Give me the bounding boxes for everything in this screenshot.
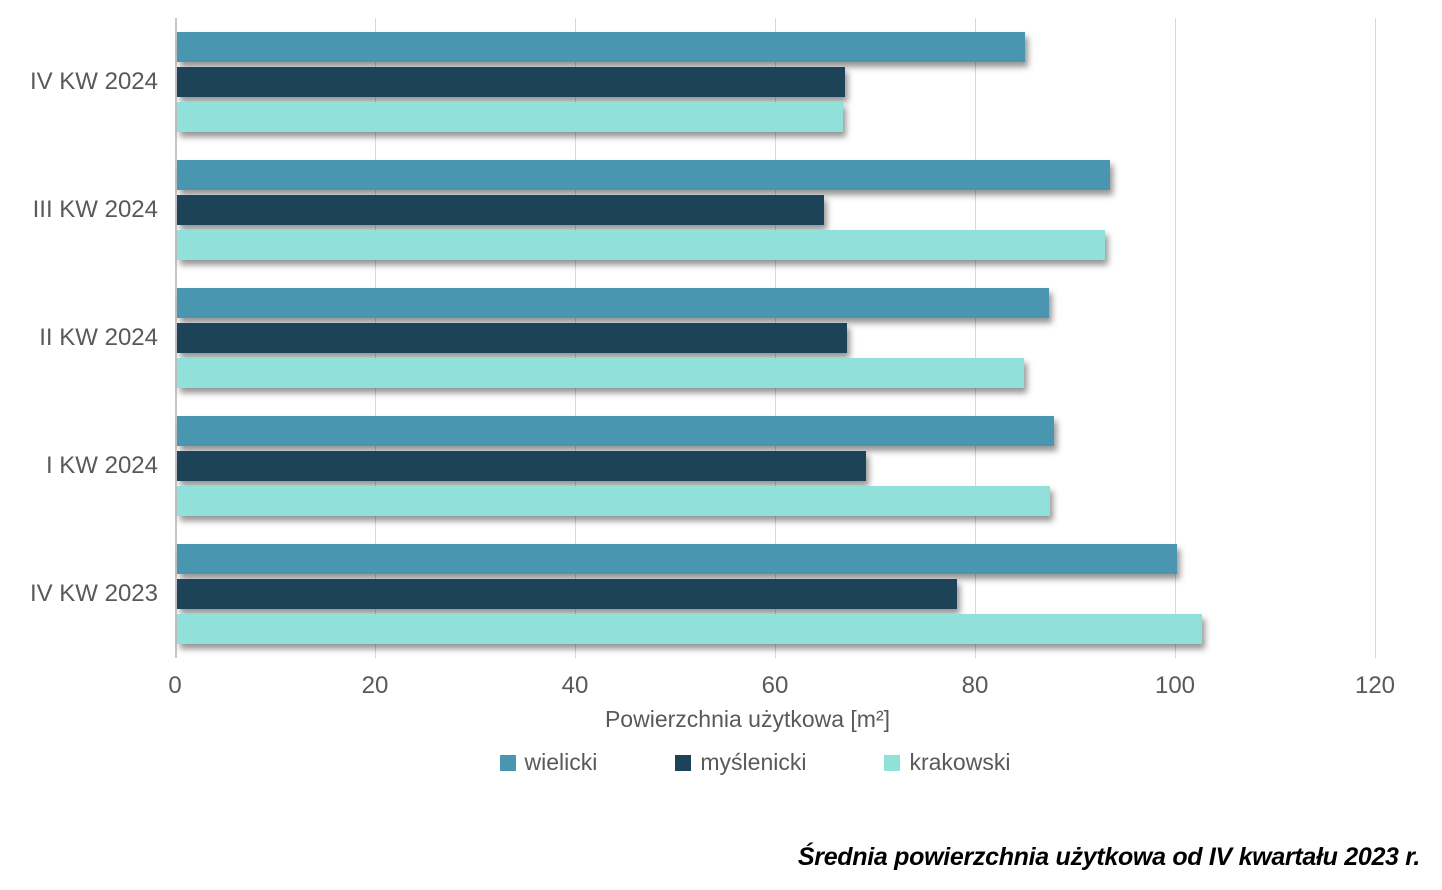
legend-item-wielicki: wielicki	[499, 749, 598, 775]
bar-myślenicki	[177, 67, 845, 97]
gridline	[1174, 18, 1176, 658]
x-tick-label: 0	[168, 672, 182, 699]
bar-wielicki	[177, 288, 1049, 318]
bar-krakowski	[177, 486, 1050, 516]
x-tick-label: 40	[561, 672, 589, 699]
bar-myślenicki	[177, 451, 866, 481]
category-label: IV KW 2024	[29, 68, 158, 95]
x-tick-label: 120	[1354, 672, 1396, 699]
legend-label: myślenicki	[700, 749, 807, 775]
gridline	[1374, 18, 1376, 658]
bar-wielicki	[177, 416, 1054, 446]
plot-area	[175, 18, 1376, 658]
bar-wielicki	[177, 32, 1025, 62]
chart-caption: Średnia powierzchnia użytkowa od IV kwar…	[797, 843, 1420, 871]
y-axis-line	[175, 18, 177, 658]
gridline	[974, 18, 976, 658]
legend-swatch-icon	[884, 754, 901, 771]
bar-krakowski	[177, 230, 1105, 260]
legend-label: wielicki	[524, 749, 598, 775]
legend-swatch-icon	[675, 754, 692, 771]
legend-swatch-icon	[499, 754, 516, 771]
bar-wielicki	[177, 544, 1177, 574]
x-axis-title: Powierzchnia użytkowa [m²]	[604, 706, 891, 732]
category-label: III KW 2024	[32, 196, 158, 223]
x-tick-label: 60	[761, 672, 789, 699]
bar-krakowski	[177, 358, 1024, 388]
bar-krakowski	[177, 614, 1202, 644]
bar-myślenicki	[177, 195, 824, 225]
bar-myślenicki	[177, 323, 847, 353]
x-tick-label: 80	[961, 672, 989, 699]
bar-wielicki	[177, 160, 1110, 190]
bar-krakowski	[177, 102, 843, 132]
legend-item-myślenicki: myślenicki	[675, 751, 806, 774]
legend: wielicki myślenicki krakowski	[175, 751, 1335, 774]
category-label: IV KW 2023	[29, 580, 158, 607]
legend-label: krakowski	[909, 749, 1011, 775]
x-tick-label: 100	[1154, 672, 1196, 699]
x-tick-label: 20	[361, 672, 389, 699]
bar-myślenicki	[177, 579, 957, 609]
category-label: II KW 2024	[39, 324, 158, 351]
legend-item-krakowski: krakowski	[884, 751, 1010, 774]
category-label: I KW 2024	[45, 452, 158, 479]
